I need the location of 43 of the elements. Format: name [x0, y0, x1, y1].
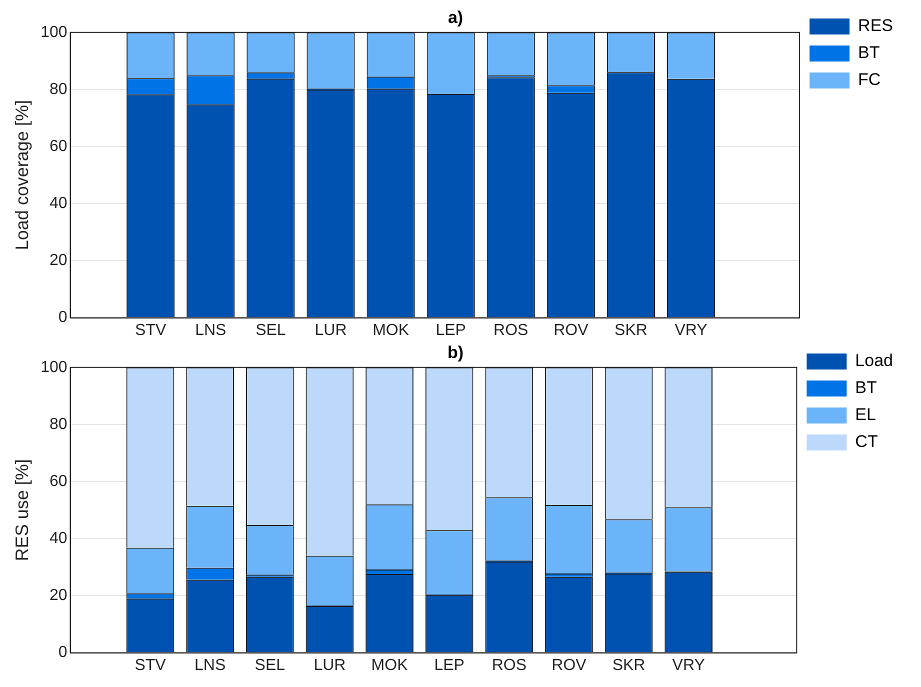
- chart-title: b): [447, 342, 464, 362]
- legend-label: BT: [855, 378, 877, 398]
- legend-label: EL: [855, 405, 876, 424]
- y-tick-label: 0: [58, 309, 68, 326]
- y-tick-label: 100: [40, 24, 68, 41]
- x-tick-label: SKR: [614, 322, 648, 339]
- legend-label: FC: [858, 70, 881, 90]
- x-tick-label: LNS: [194, 656, 226, 674]
- x-tick-label: STV: [135, 322, 166, 339]
- y-tick-label: 40: [50, 530, 68, 548]
- y-tick-label: 60: [50, 138, 68, 155]
- x-tick-label: LUR: [314, 322, 347, 339]
- x-tick-label: MOK: [372, 322, 410, 339]
- legend-label: CT: [855, 432, 878, 452]
- x-tick-label: STV: [134, 656, 166, 674]
- legend-label: RES: [858, 16, 894, 36]
- y-tick-label: 80: [50, 416, 68, 433]
- x-tick-label: VRY: [674, 322, 708, 339]
- x-tick-label: SEL: [256, 322, 286, 339]
- x-tick-label: LEP: [434, 656, 464, 674]
- y-tick-label: 80: [50, 80, 68, 98]
- y-tick-label: 20: [50, 587, 68, 604]
- x-tick-label: LNS: [195, 322, 226, 339]
- x-tick-label: LEP: [436, 322, 466, 339]
- x-tick-label: ROV: [552, 656, 587, 674]
- x-tick-label: ROS: [492, 656, 526, 674]
- x-tick-label: ROS: [494, 322, 528, 339]
- x-tick-label: MOK: [371, 656, 408, 674]
- x-tick-label: ROV: [554, 322, 589, 339]
- x-tick-label: SEL: [254, 656, 286, 674]
- y-tick-label: 0: [58, 644, 68, 662]
- x-tick-label: LUR: [314, 656, 346, 674]
- y-tick-label: 100: [40, 358, 68, 376]
- legend-label: BT: [858, 43, 880, 62]
- chart-title: a): [448, 8, 464, 27]
- x-tick-label: SKR: [612, 656, 646, 674]
- y-axis-title: Load coverage [%]: [12, 100, 32, 250]
- x-tick-label: VRY: [672, 656, 706, 674]
- y-tick-label: 20: [50, 252, 68, 270]
- y-tick-label: 40: [50, 195, 68, 212]
- y-axis-title: RES use [%]: [12, 459, 32, 562]
- y-tick-label: 60: [50, 472, 68, 490]
- legend-label: Load: [855, 351, 894, 370]
